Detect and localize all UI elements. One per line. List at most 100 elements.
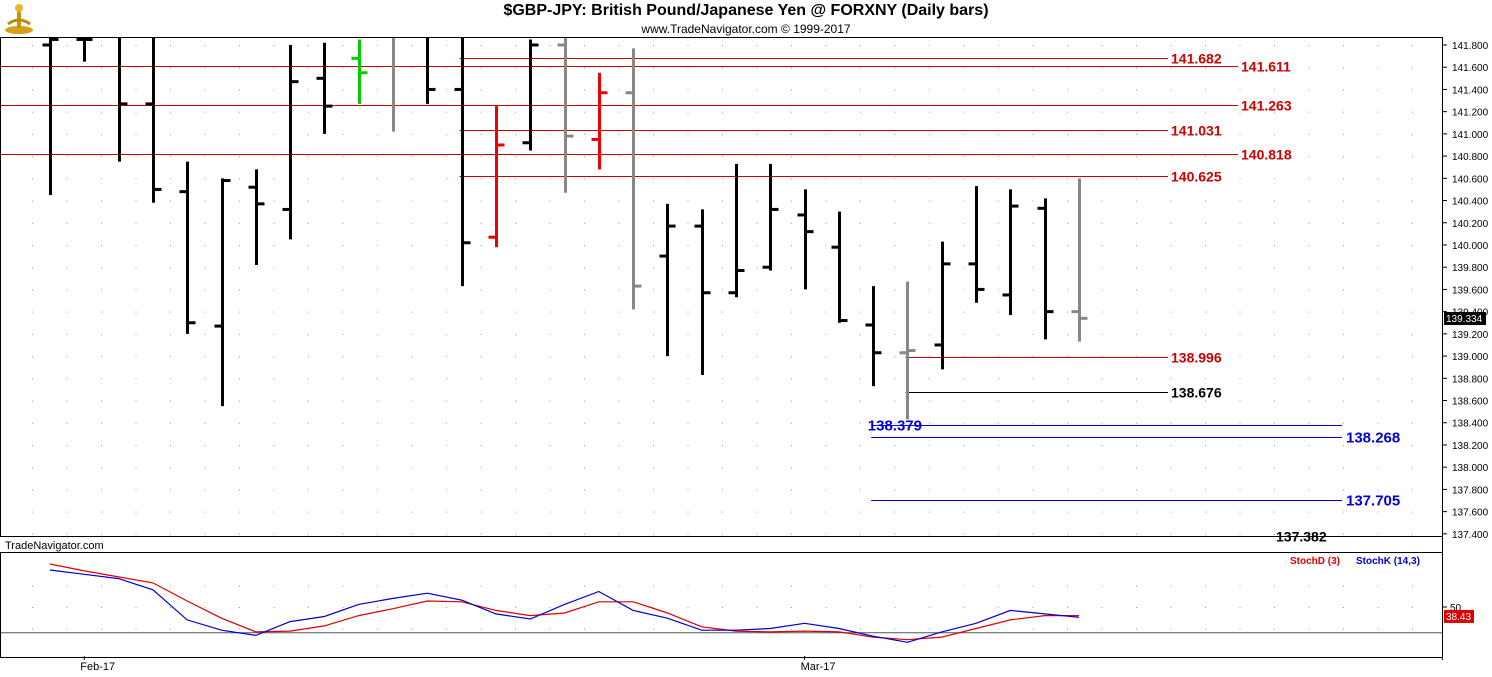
grid-dot <box>618 333 620 335</box>
price-axis-label: 141.200 <box>1452 108 1489 119</box>
grid-dot <box>1308 422 1310 424</box>
grid-dot <box>411 356 413 358</box>
grid-dot <box>170 89 171 91</box>
grid-dot <box>377 200 378 202</box>
grid-dot <box>722 45 723 46</box>
grid-dot <box>273 222 275 224</box>
grid-dot <box>618 378 620 380</box>
grid-dot <box>722 378 723 380</box>
grid-dot <box>480 245 482 246</box>
grid-dot <box>618 533 620 535</box>
grid-dot <box>860 245 861 246</box>
grid-dot <box>998 289 999 291</box>
grid-dot <box>756 585 758 587</box>
grid-dot <box>66 311 68 313</box>
grid-dot <box>791 67 792 69</box>
grid-dot <box>239 156 240 158</box>
grid-dot <box>515 489 516 491</box>
grid-dot <box>1239 200 1241 202</box>
grid-dot <box>1067 400 1068 402</box>
grid-dot <box>1377 511 1379 513</box>
grid-dot <box>135 245 137 246</box>
grid-dot <box>342 289 344 291</box>
grid-dot <box>515 467 516 469</box>
grid-dot <box>1377 267 1379 269</box>
grid-dot <box>1274 178 1275 180</box>
grid-dot <box>1412 311 1413 313</box>
grid-dot <box>66 133 68 135</box>
grid-dot <box>515 178 516 180</box>
grid-dot <box>377 585 378 587</box>
grid-dot <box>722 356 723 358</box>
grid-dot <box>618 422 620 424</box>
grid-dot <box>135 607 137 608</box>
grid-dot <box>618 585 620 587</box>
grid-dot <box>756 178 758 180</box>
grid-dot <box>135 200 137 202</box>
grid-dot <box>1343 67 1344 69</box>
grid-dot <box>1308 200 1310 202</box>
grid-dot <box>1274 45 1275 46</box>
grid-dot <box>66 45 68 46</box>
grid-dot <box>1239 628 1241 630</box>
grid-dot <box>618 67 620 69</box>
grid-dot <box>1377 445 1379 446</box>
grid-dot <box>1067 133 1068 135</box>
grid-dot <box>1377 133 1379 135</box>
grid-dot <box>308 422 309 424</box>
grid-dot <box>722 67 723 69</box>
grid-dot <box>239 607 240 608</box>
grid-dot <box>825 445 827 446</box>
grid-dot <box>584 156 585 158</box>
grid-dot <box>963 111 965 113</box>
grid-dot <box>1308 222 1310 224</box>
grid-dot <box>342 422 344 424</box>
grid-dot <box>653 422 654 424</box>
grid-dot <box>515 400 516 402</box>
grid-dot <box>135 585 137 587</box>
grid-dot <box>480 156 482 158</box>
grid-dot <box>170 422 171 424</box>
grid-dot <box>963 133 965 135</box>
grid-dot <box>1170 67 1172 69</box>
grid-dot <box>446 67 447 69</box>
grid-dot <box>894 67 896 69</box>
grid-dot <box>170 222 171 224</box>
grid-dot <box>1308 89 1310 91</box>
grid-dot <box>549 67 551 69</box>
grid-dot <box>1239 533 1241 535</box>
grid-dot <box>1067 245 1068 246</box>
grid-dot <box>204 356 206 358</box>
grid-dot <box>1067 200 1068 202</box>
grid-dot <box>687 467 689 469</box>
grid-dot <box>342 489 344 491</box>
grid-dot <box>860 45 861 46</box>
grid-dot <box>687 356 689 358</box>
grid-dot <box>308 445 309 446</box>
grid-dot <box>1170 222 1172 224</box>
grid-dot <box>377 356 378 358</box>
level-lines: 141.682 141.611 141.263 141.031 140.818 140.6… <box>1 51 1400 545</box>
grid-dot <box>860 289 861 291</box>
grid-dot <box>239 533 240 535</box>
grid-dot <box>1308 356 1310 358</box>
grid-dot <box>1101 628 1103 630</box>
price-axis-label: 138.400 <box>1452 419 1489 430</box>
grid-dot <box>549 356 551 358</box>
grid-dot <box>791 111 792 113</box>
grid-dot <box>446 245 447 246</box>
grid-dot <box>1170 533 1172 535</box>
grid-dot <box>549 133 551 135</box>
grid-dot <box>515 311 516 313</box>
grid-dot <box>446 311 447 313</box>
grid-dot <box>1170 111 1172 113</box>
grid-dot <box>66 467 68 469</box>
grid-dot <box>860 628 861 630</box>
grid-dot <box>1032 467 1034 469</box>
osc-axis-label: 50 <box>1450 603 1462 614</box>
grid-dot <box>1343 467 1344 469</box>
grid-dot <box>1101 489 1103 491</box>
grid-dot <box>239 585 240 587</box>
grid-dot <box>825 422 827 424</box>
grid-dot <box>1343 222 1344 224</box>
